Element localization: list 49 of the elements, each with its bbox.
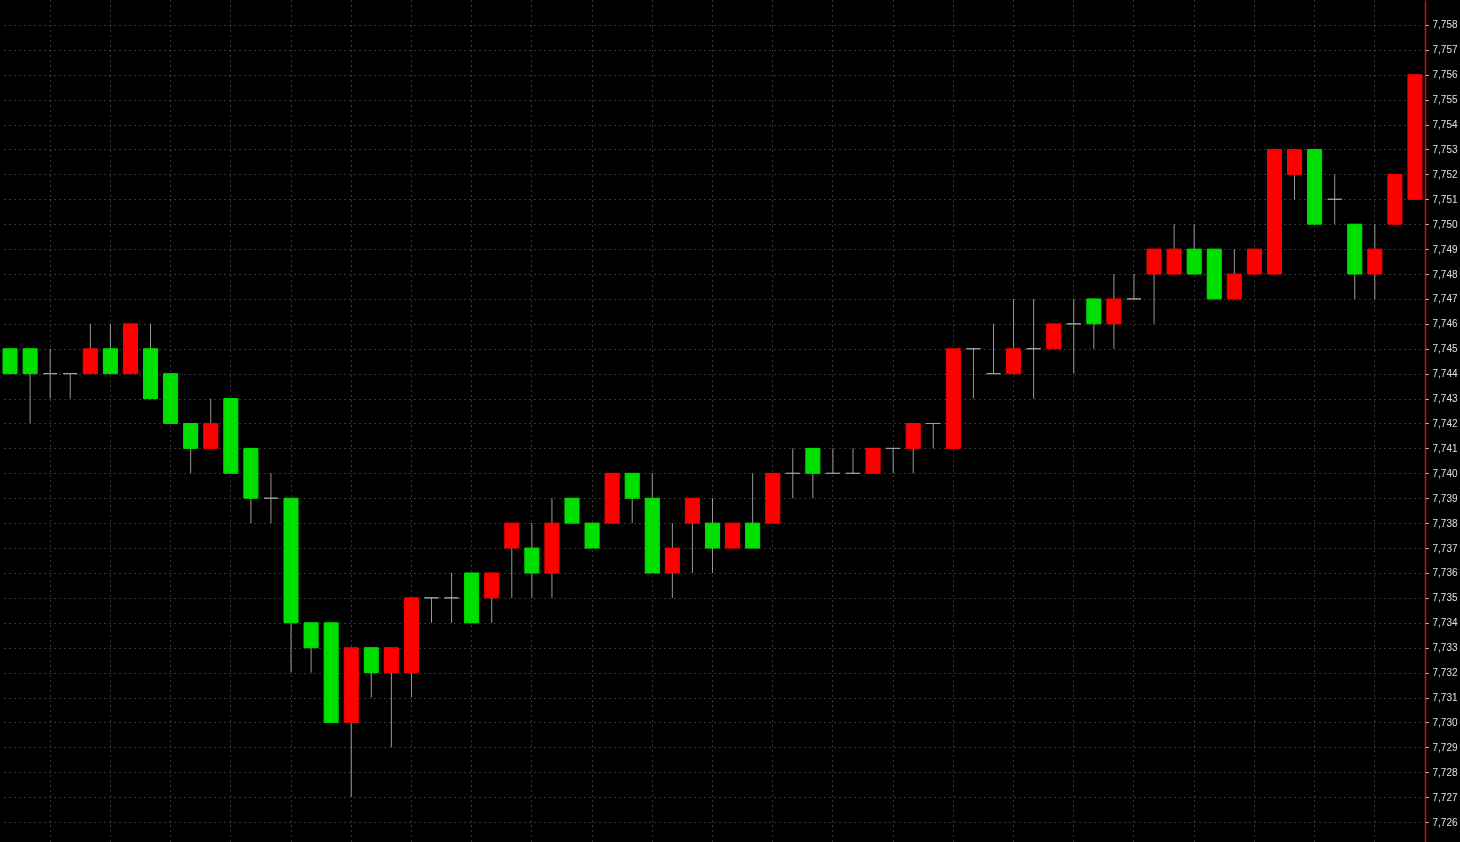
- y-tick-label: 7,726: [1432, 816, 1458, 828]
- candlestick: [885, 447, 901, 474]
- y-tick-label: 7,752: [1432, 168, 1458, 180]
- y-tick-label: 7,731: [1432, 692, 1458, 704]
- candlestick: [785, 447, 801, 499]
- candlestick: [845, 447, 861, 474]
- y-tick-label: 7,757: [1432, 44, 1458, 56]
- y-tick-label: 7,746: [1432, 318, 1458, 330]
- y-tick-label: 7,739: [1432, 492, 1458, 504]
- y-tick-label: 7,735: [1432, 592, 1458, 604]
- y-tick-label: 7,742: [1432, 417, 1458, 429]
- candlestick: [263, 472, 279, 524]
- candlestick: [1066, 298, 1082, 375]
- y-tick-label: 7,740: [1432, 467, 1458, 479]
- candlestick: [825, 447, 841, 474]
- y-tick-label: 7,743: [1432, 393, 1458, 405]
- y-tick-label: 7,738: [1432, 517, 1458, 529]
- candlestick: [444, 572, 460, 624]
- y-tick-label: 7,749: [1432, 243, 1458, 255]
- candlestick: [965, 348, 981, 400]
- y-tick-label: 7,737: [1432, 542, 1458, 554]
- candlestick: [1327, 173, 1343, 225]
- candlestick: [1126, 273, 1142, 300]
- y-tick-label: 7,750: [1432, 218, 1458, 230]
- candlestick: [985, 323, 1002, 375]
- y-tick-label: 7,734: [1432, 617, 1458, 629]
- y-tick-label: 7,736: [1432, 567, 1458, 579]
- y-tick-label: 7,732: [1432, 667, 1458, 679]
- y-tick-label: 7,728: [1432, 766, 1458, 778]
- candlestick: [1026, 298, 1042, 400]
- y-tick-label: 7,747: [1432, 293, 1458, 305]
- y-tick-label: 7,744: [1432, 368, 1458, 380]
- y-tick-label: 7,741: [1432, 442, 1458, 454]
- candlestick: [925, 422, 941, 449]
- y-tick-label: 7,755: [1432, 94, 1458, 106]
- y-tick-label: 7,727: [1432, 791, 1458, 803]
- y-tick-label: 7,758: [1432, 19, 1458, 31]
- y-tick-label: 7,729: [1432, 741, 1458, 753]
- y-tick-label: 7,756: [1432, 69, 1458, 81]
- candlestick: [62, 373, 78, 400]
- y-tick-label: 7,730: [1432, 716, 1458, 728]
- y-tick-label: 7,748: [1432, 268, 1458, 280]
- y-tick-label: 7,733: [1432, 642, 1458, 654]
- candlestick: [423, 597, 440, 624]
- candlestick: [42, 348, 58, 400]
- y-tick-label: 7,753: [1432, 143, 1458, 155]
- y-tick-label: 7,754: [1432, 119, 1458, 131]
- y-tick-label: 7,751: [1432, 193, 1458, 205]
- y-tick-label: 7,745: [1432, 343, 1458, 355]
